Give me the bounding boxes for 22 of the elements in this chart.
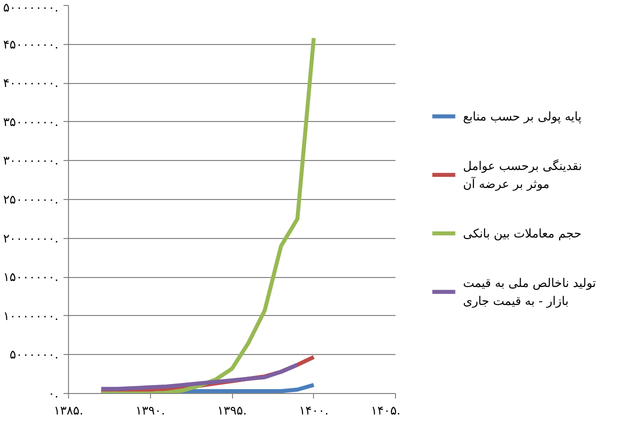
line-series bbox=[99, 362, 300, 391]
y-tick-label: ۱۰۰۰۰۰۰۰. bbox=[3, 308, 59, 323]
legend-label: پایه پولی بر حسب منابع bbox=[462, 109, 582, 124]
x-tick-label: ۱۳۸۵. bbox=[54, 404, 84, 418]
x-tick-label: ۱۴۰۵. bbox=[370, 404, 401, 418]
y-tick-label: ۴۰۰۰۰۰۰۰. bbox=[3, 76, 59, 90]
y-tick-label: ۵۰۰۰۰۰۰۰. bbox=[3, 0, 59, 14]
legend-label: تولید ناخالص ملی به قیمت بازار - به قیمت جاری bbox=[462, 276, 596, 308]
y-tick-label: ۵۰۰۰۰۰۰. bbox=[10, 348, 59, 362]
legend-label: نقدینگی برحسب عوامل موثر بر عرضه آن bbox=[462, 158, 582, 191]
y-tick-label: ۴۵۰۰۰۰۰۰. bbox=[3, 37, 59, 52]
x-tick-label: ۱۳۹۵. bbox=[217, 404, 247, 418]
y-tick-label: ۲۵۰۰۰۰۰۰. bbox=[3, 192, 59, 206]
line-series bbox=[99, 36, 316, 394]
y-tick-label: ۳۵۰۰۰۰۰۰. bbox=[3, 114, 59, 129]
x-tick-label: ۱۴۰۰. bbox=[298, 404, 329, 418]
y-tick-label: ۲۰۰۰۰۰۰۰. bbox=[3, 231, 59, 246]
y-tick-label: ۰. bbox=[48, 386, 59, 400]
legend-label: حجم معاملات بین بانکی bbox=[462, 226, 582, 240]
y-tick-label: ۳۰۰۰۰۰۰۰. bbox=[3, 154, 59, 168]
y-tick-label: ۱۵۰۰۰۰۰۰. bbox=[3, 270, 59, 284]
x-tick-label: ۱۳۹۰. bbox=[135, 404, 166, 418]
